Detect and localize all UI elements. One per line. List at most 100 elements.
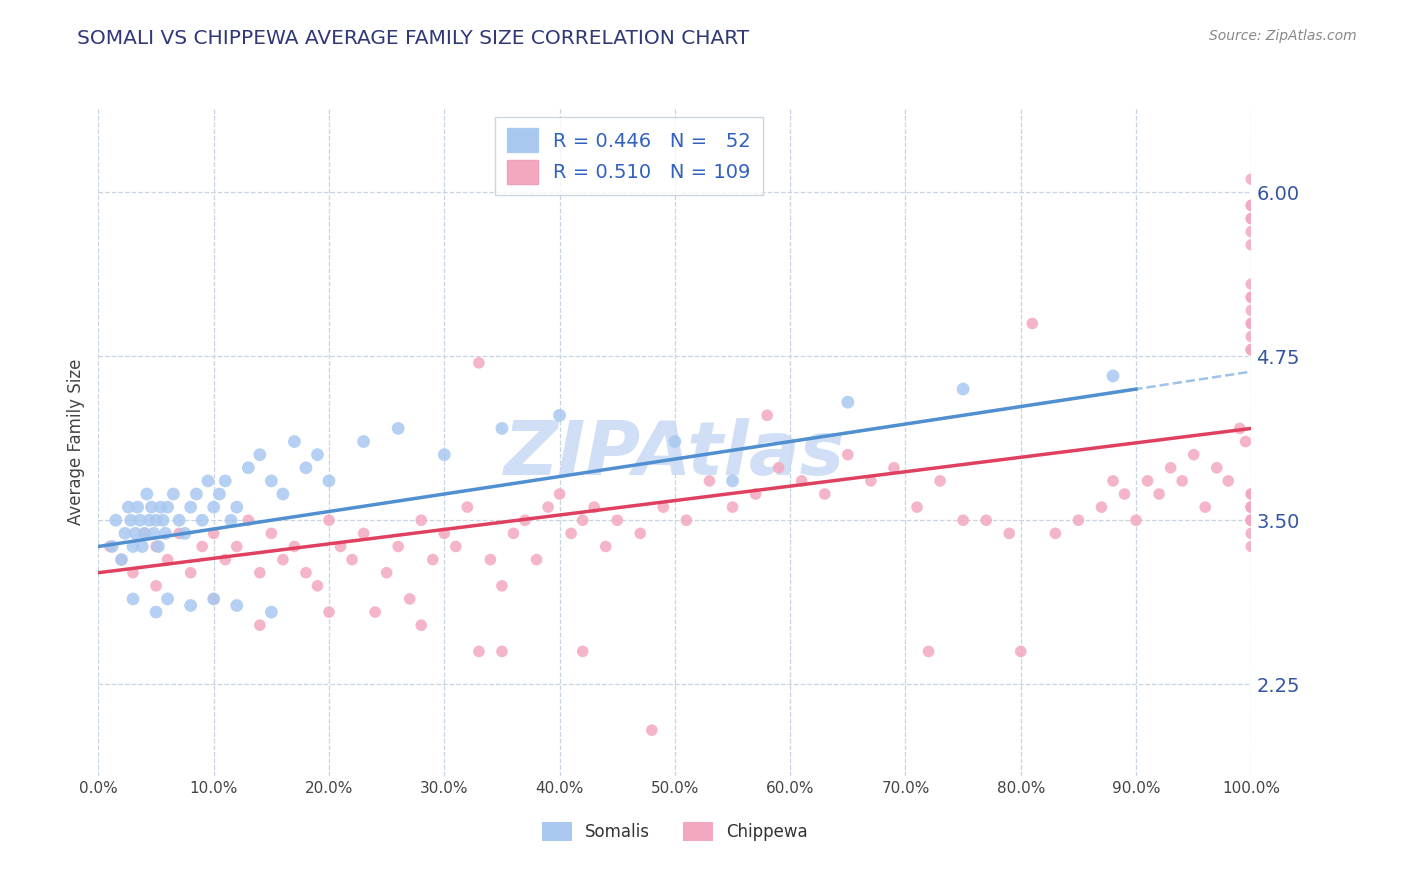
Point	[1240, 277, 1263, 292]
Point	[1240, 198, 1263, 212]
Point	[1240, 500, 1263, 515]
Point	[411, 618, 433, 632]
Point	[149, 500, 172, 515]
Point	[260, 526, 283, 541]
Point	[1240, 237, 1263, 252]
Point	[174, 526, 197, 541]
Point	[156, 591, 179, 606]
Point	[1240, 343, 1263, 357]
Point	[1218, 474, 1240, 488]
Point	[1182, 448, 1205, 462]
Point	[548, 487, 571, 501]
Point	[1240, 526, 1263, 541]
Point	[180, 566, 202, 580]
Point	[1240, 513, 1263, 527]
Point	[433, 526, 456, 541]
Point	[375, 566, 398, 580]
Point	[526, 552, 548, 566]
Point	[202, 526, 225, 541]
Point	[1240, 500, 1263, 515]
Point	[135, 487, 157, 501]
Point	[249, 566, 271, 580]
Point	[537, 500, 560, 515]
Point	[398, 591, 420, 606]
Point	[502, 526, 524, 541]
Point	[110, 552, 132, 566]
Point	[156, 552, 179, 566]
Point	[249, 448, 271, 462]
Point	[790, 474, 813, 488]
Text: SOMALI VS CHIPPEWA AVERAGE FAMILY SIZE CORRELATION CHART: SOMALI VS CHIPPEWA AVERAGE FAMILY SIZE C…	[77, 29, 749, 47]
Point	[340, 552, 363, 566]
Point	[1240, 317, 1263, 331]
Point	[1102, 474, 1125, 488]
Point	[110, 552, 132, 566]
Point	[422, 552, 444, 566]
Point	[837, 448, 859, 462]
Point	[606, 513, 628, 527]
Point	[1240, 500, 1263, 515]
Point	[1021, 317, 1043, 331]
Point	[114, 526, 136, 541]
Point	[883, 460, 905, 475]
Point	[1147, 487, 1170, 501]
Point	[131, 540, 153, 554]
Point	[560, 526, 582, 541]
Point	[468, 644, 491, 658]
Point	[225, 500, 247, 515]
Point	[238, 513, 260, 527]
Point	[167, 526, 190, 541]
Point	[1240, 343, 1263, 357]
Point	[155, 526, 177, 541]
Point	[468, 356, 491, 370]
Point	[756, 409, 779, 423]
Point	[295, 460, 318, 475]
Point	[124, 526, 146, 541]
Point	[141, 500, 163, 515]
Point	[1090, 500, 1112, 515]
Point	[952, 382, 974, 396]
Point	[721, 474, 744, 488]
Point	[260, 605, 283, 619]
Point	[1240, 211, 1263, 226]
Point	[664, 434, 686, 449]
Text: ZIPAtlas: ZIPAtlas	[505, 418, 845, 491]
Point	[952, 513, 974, 527]
Point	[929, 474, 952, 488]
Point	[744, 487, 766, 501]
Point	[1114, 487, 1136, 501]
Point	[260, 474, 283, 488]
Point	[271, 487, 294, 501]
Point	[191, 540, 214, 554]
Point	[628, 526, 651, 541]
Point	[353, 526, 375, 541]
Point	[202, 591, 225, 606]
Point	[249, 618, 271, 632]
Point	[364, 605, 387, 619]
Point	[307, 579, 329, 593]
Point	[548, 409, 571, 423]
Point	[318, 513, 340, 527]
Point	[768, 460, 790, 475]
Point	[675, 513, 697, 527]
Point	[1240, 487, 1263, 501]
Point	[1240, 513, 1263, 527]
Point	[129, 513, 152, 527]
Point	[1240, 290, 1263, 304]
Point	[571, 644, 593, 658]
Point	[98, 540, 121, 554]
Point	[202, 500, 225, 515]
Point	[479, 552, 502, 566]
Point	[156, 500, 179, 515]
Point	[295, 566, 318, 580]
Point	[1194, 500, 1216, 515]
Point	[142, 526, 165, 541]
Point	[491, 644, 513, 658]
Point	[202, 591, 225, 606]
Point	[353, 434, 375, 449]
Point	[225, 599, 247, 613]
Point	[1160, 460, 1182, 475]
Point	[814, 487, 837, 501]
Point	[101, 540, 124, 554]
Point	[208, 487, 231, 501]
